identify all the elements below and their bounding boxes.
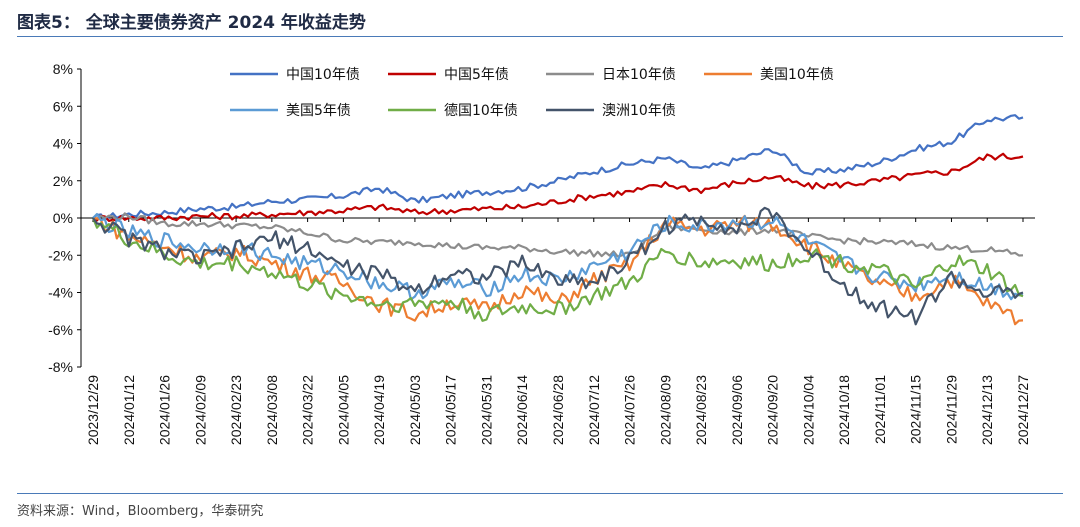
- x-tick-label: 2024/03/22: [300, 375, 316, 445]
- x-tick-label: 2024/02/23: [228, 375, 244, 445]
- chart-axes: 8% 6% 4% 2% 0% -2% -4% -6% -8% 2023/12/29 2024/01/…: [48, 61, 1035, 445]
- x-tick-label: 2023/12/29: [85, 375, 101, 445]
- legend-label: 日本10年债: [602, 67, 676, 83]
- x-tick-label: 2024/06/14: [514, 375, 530, 445]
- series-line-3: [92, 212, 1024, 258]
- x-tick-label: 2024/11/01: [872, 375, 888, 444]
- x-tick-label: 2024/07/12: [586, 375, 602, 445]
- x-tick-label: 2024/03/08: [264, 375, 280, 445]
- figure-title: 图表5： 全球主要债券资产 2024 年收益走势: [17, 13, 366, 33]
- y-tick-label: 6%: [53, 98, 73, 114]
- legend-label: 中国10年债: [286, 67, 360, 83]
- x-tick-label: 2024/01/26: [157, 375, 173, 445]
- y-tick-label: -2%: [48, 247, 73, 263]
- x-tick-label: 2024/05/31: [478, 375, 494, 445]
- y-tick-label: 8%: [53, 61, 73, 77]
- x-tick-label: 2024/09/06: [729, 375, 745, 445]
- x-tick-label: 2024/10/18: [836, 375, 852, 445]
- legend-label: 美国5年债: [286, 103, 351, 119]
- series-line-2: [92, 152, 1024, 222]
- x-tick-label: 2024/08/09: [657, 375, 673, 445]
- x-tick-label: 2024/08/23: [693, 375, 709, 445]
- y-tick-label: -8%: [48, 359, 73, 375]
- y-tick-label: -6%: [48, 322, 73, 338]
- y-tick-label: -4%: [48, 285, 73, 301]
- legend-label: 中国5年债: [444, 67, 509, 83]
- x-tick-label: 2024/04/19: [371, 375, 387, 445]
- x-tick-label: 2024/09/20: [765, 375, 781, 445]
- x-tick-label: 2024/10/04: [800, 375, 816, 445]
- source-note: 资料来源：Wind，Bloomberg，华泰研究: [17, 504, 264, 519]
- x-tick-label: 2024/07/26: [622, 375, 638, 445]
- x-tick-label: 2024/11/29: [943, 375, 959, 444]
- x-tick-label: 2024/12/27: [1015, 375, 1031, 445]
- y-tick-label: 2%: [53, 173, 73, 189]
- x-tick-label: 2024/06/28: [550, 375, 566, 445]
- source-divider: [17, 493, 1063, 494]
- series-line-7: [92, 206, 1024, 326]
- legend-label: 澳洲10年债: [602, 103, 676, 119]
- x-tick-label: 2024/11/15: [908, 375, 924, 444]
- x-tick-label: 2024/02/09: [192, 375, 208, 445]
- y-tick-label: 0%: [53, 210, 73, 226]
- x-tick-label: 2024/05/03: [407, 375, 423, 445]
- title-divider: [17, 36, 1063, 37]
- series-layer: [91, 114, 1024, 326]
- series-line-6: [91, 217, 1024, 322]
- x-tick-label: 2024/04/05: [335, 375, 351, 445]
- x-tick-label: 2024/05/17: [443, 375, 459, 445]
- x-tick-label: 2024/12/13: [979, 375, 995, 445]
- legend-label: 美国10年债: [760, 67, 834, 83]
- y-tick-label: 4%: [53, 136, 73, 152]
- series-line-1: [92, 114, 1024, 221]
- x-tick-label: 2024/01/12: [121, 375, 137, 445]
- chart-area: 8% 6% 4% 2% 0% -2% -4% -6% -8% 2023/12/29 2024/01/…: [48, 61, 1035, 445]
- legend-label: 德国10年债: [444, 103, 518, 119]
